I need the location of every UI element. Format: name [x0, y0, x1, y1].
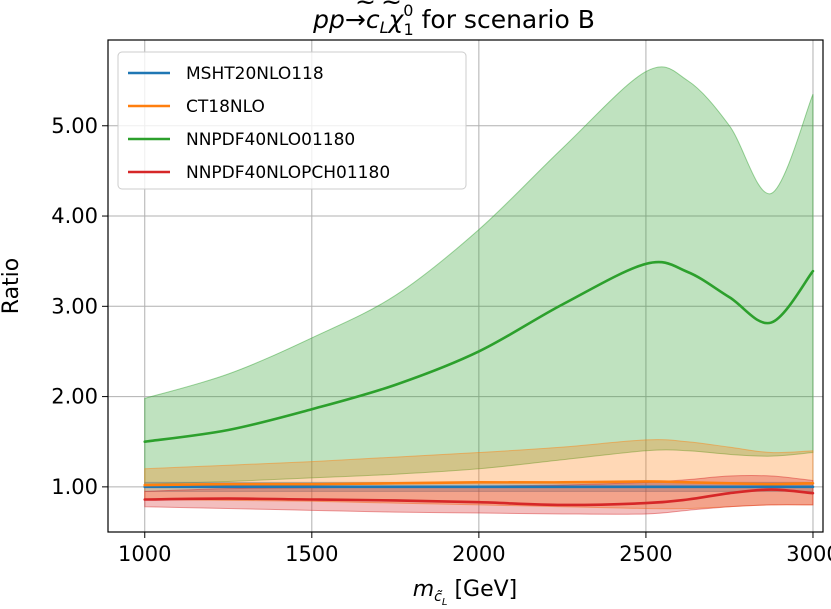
series-lines — [143, 260, 815, 507]
chart-title: pp→cLχ0 1 for scenario B — [312, 1, 595, 39]
y-tick-label: 4.00 — [51, 204, 98, 228]
y-tick-label: 1.00 — [51, 475, 98, 499]
x-tick-label: 1500 — [285, 542, 338, 566]
x-tick-label: 2500 — [619, 542, 672, 566]
y-axis-ticks: 1.00 2.00 3.00 4.00 5.00 — [51, 114, 108, 499]
legend-label: CT18NLO — [186, 97, 265, 117]
line-nnpdf40nlo01180 — [143, 260, 815, 444]
legend-label: NNPDF40NLO01180 — [186, 130, 355, 150]
x-tick-label: 2000 — [452, 542, 505, 566]
x-axis-title: mc̃L [GeV] — [413, 577, 518, 608]
legend-label: MSHT20NLO118 — [186, 64, 324, 84]
title-tilde-1: ~ — [355, 0, 376, 16]
line-ct18nlo — [143, 480, 815, 487]
line-nnpdf40nlopch01180 — [143, 488, 815, 507]
plot-frame — [107, 39, 824, 533]
legend-box — [117, 51, 467, 190]
band-ct18nlo — [144, 439, 814, 510]
uncertainty-bands — [144, 66, 814, 515]
y-tick-label: 2.00 — [51, 385, 98, 409]
x-axis-ticks: 1000 1500 2000 2500 3000 — [118, 532, 831, 566]
title-tilde-2: ~ — [381, 0, 402, 16]
legend-entries: MSHT20NLO118 CT18NLO NNPDF40NLO01180 NNPDF4… — [128, 64, 390, 183]
x-tick-label: 1000 — [118, 542, 171, 566]
y-tick-label: 5.00 — [51, 114, 98, 138]
x-tick-label: 3000 — [786, 542, 831, 566]
legend: MSHT20NLO118 CT18NLO NNPDF40NLO01180 NNPDF4… — [117, 51, 467, 190]
legend-label: NNPDF40NLOPCH01180 — [186, 163, 390, 183]
y-axis-title: Ratio — [0, 258, 24, 314]
band-nnpdf40nlo01180 — [144, 66, 814, 485]
y-tick-label: 3.00 — [51, 294, 98, 318]
